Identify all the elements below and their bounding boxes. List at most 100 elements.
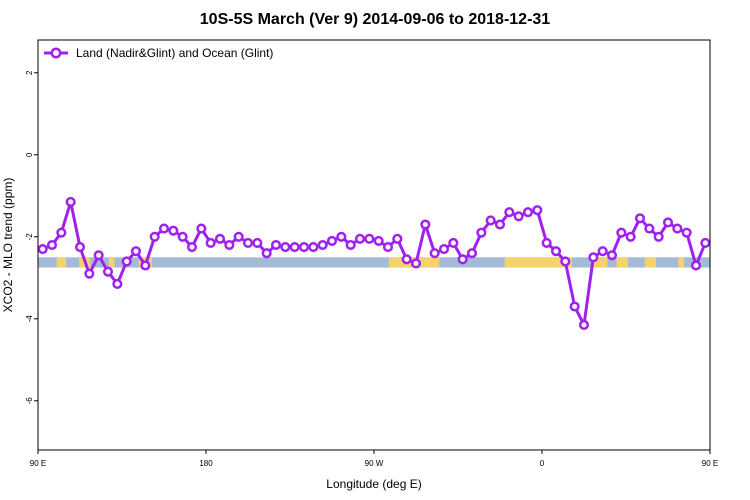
data-point xyxy=(205,237,216,248)
y-tick-label: 2 xyxy=(25,70,34,75)
data-point xyxy=(550,246,562,257)
y-tick-label: -2 xyxy=(25,233,34,241)
data-point xyxy=(326,235,338,246)
series-layer xyxy=(37,196,711,331)
legend: Land (Nadir&Glint) and Ocean (Glint) xyxy=(44,46,273,60)
data-point xyxy=(214,233,226,244)
data-point xyxy=(522,207,534,218)
ocean-band xyxy=(38,257,710,268)
data-point xyxy=(224,239,235,251)
data-point xyxy=(392,233,403,244)
x-tick-label: 90 E xyxy=(702,459,718,468)
data-point xyxy=(476,227,487,238)
y-axis-label: XCO2 - MLO trend (ppm) xyxy=(1,178,15,313)
y-tick-label: -6 xyxy=(25,397,34,405)
data-point xyxy=(345,239,356,251)
data-point xyxy=(364,233,375,244)
plot-frame xyxy=(37,39,711,451)
data-point xyxy=(102,266,114,277)
data-point xyxy=(672,223,683,234)
land-segment xyxy=(56,257,66,268)
data-point xyxy=(504,207,515,218)
data-point xyxy=(700,237,711,248)
data-point xyxy=(532,205,543,216)
chart-title: 10S-5S March (Ver 9) 2014-09-06 to 2018-… xyxy=(200,11,551,28)
data-point xyxy=(616,227,627,238)
data-point xyxy=(196,223,207,234)
y-axis: 2 0 -2 -4 -6 xyxy=(25,70,38,404)
data-point xyxy=(37,244,48,255)
land-segment xyxy=(644,257,656,268)
data-point xyxy=(653,231,664,242)
data-point xyxy=(158,223,170,234)
x-axis: 90 E 180 90 W 0 90 E xyxy=(30,450,718,468)
data-point xyxy=(662,217,674,228)
land-segment xyxy=(411,257,440,268)
data-point xyxy=(588,252,599,263)
data-point xyxy=(438,244,450,255)
data-point xyxy=(485,215,496,226)
data-point xyxy=(634,213,646,224)
data-point xyxy=(74,242,86,253)
data-point xyxy=(448,237,459,248)
data-point xyxy=(429,248,440,259)
data-point xyxy=(336,231,347,242)
data-point xyxy=(569,301,580,312)
land-segment xyxy=(108,257,115,268)
legend-marker xyxy=(50,47,62,59)
y-tick-label: -4 xyxy=(25,315,34,323)
data-point xyxy=(457,254,468,265)
data-point xyxy=(65,196,76,207)
data-point xyxy=(513,211,524,222)
land-segment xyxy=(504,257,572,268)
data-point xyxy=(252,237,263,248)
data-point xyxy=(625,231,636,242)
data-point xyxy=(560,256,571,267)
data-point xyxy=(140,260,151,271)
data-point xyxy=(46,239,58,251)
data-point xyxy=(186,242,198,253)
data-point xyxy=(298,242,310,253)
data-point xyxy=(578,319,590,331)
data-point xyxy=(130,246,142,257)
data-point xyxy=(401,254,412,265)
x-axis-label: Longitude (deg E) xyxy=(326,477,421,491)
data-point xyxy=(494,219,506,230)
data-point xyxy=(382,242,394,253)
data-point xyxy=(280,242,291,253)
data-point xyxy=(112,278,123,290)
data-point xyxy=(270,239,282,251)
data-point xyxy=(56,227,67,238)
data-point xyxy=(606,250,618,261)
data-point xyxy=(84,268,95,279)
data-point xyxy=(420,219,431,230)
data-point xyxy=(317,239,328,251)
data-point xyxy=(644,223,655,234)
land-segment xyxy=(678,257,684,268)
data-point xyxy=(410,258,422,269)
data-point xyxy=(541,237,552,248)
data-point xyxy=(289,242,300,253)
data-point xyxy=(373,235,384,246)
data-point xyxy=(149,231,160,242)
data-point xyxy=(597,246,608,257)
x-tick-label: 180 xyxy=(199,459,213,468)
data-point xyxy=(93,250,104,261)
x-tick-label: 90 W xyxy=(365,459,384,468)
data-point xyxy=(233,231,244,242)
data-point xyxy=(308,242,319,253)
data-point xyxy=(690,260,702,271)
land-segment xyxy=(388,257,412,268)
data-point xyxy=(466,248,478,259)
data-point xyxy=(261,248,272,259)
x-tick-label: 0 xyxy=(540,459,545,468)
data-point xyxy=(354,233,366,244)
data-point xyxy=(242,237,254,248)
data-point xyxy=(121,256,132,267)
data-point xyxy=(681,227,692,238)
x-tick-label: 90 E xyxy=(30,459,46,468)
legend-label: Land (Nadir&Glint) and Ocean (Glint) xyxy=(76,46,273,60)
y-tick-label: 0 xyxy=(25,152,34,157)
data-point xyxy=(177,231,188,242)
